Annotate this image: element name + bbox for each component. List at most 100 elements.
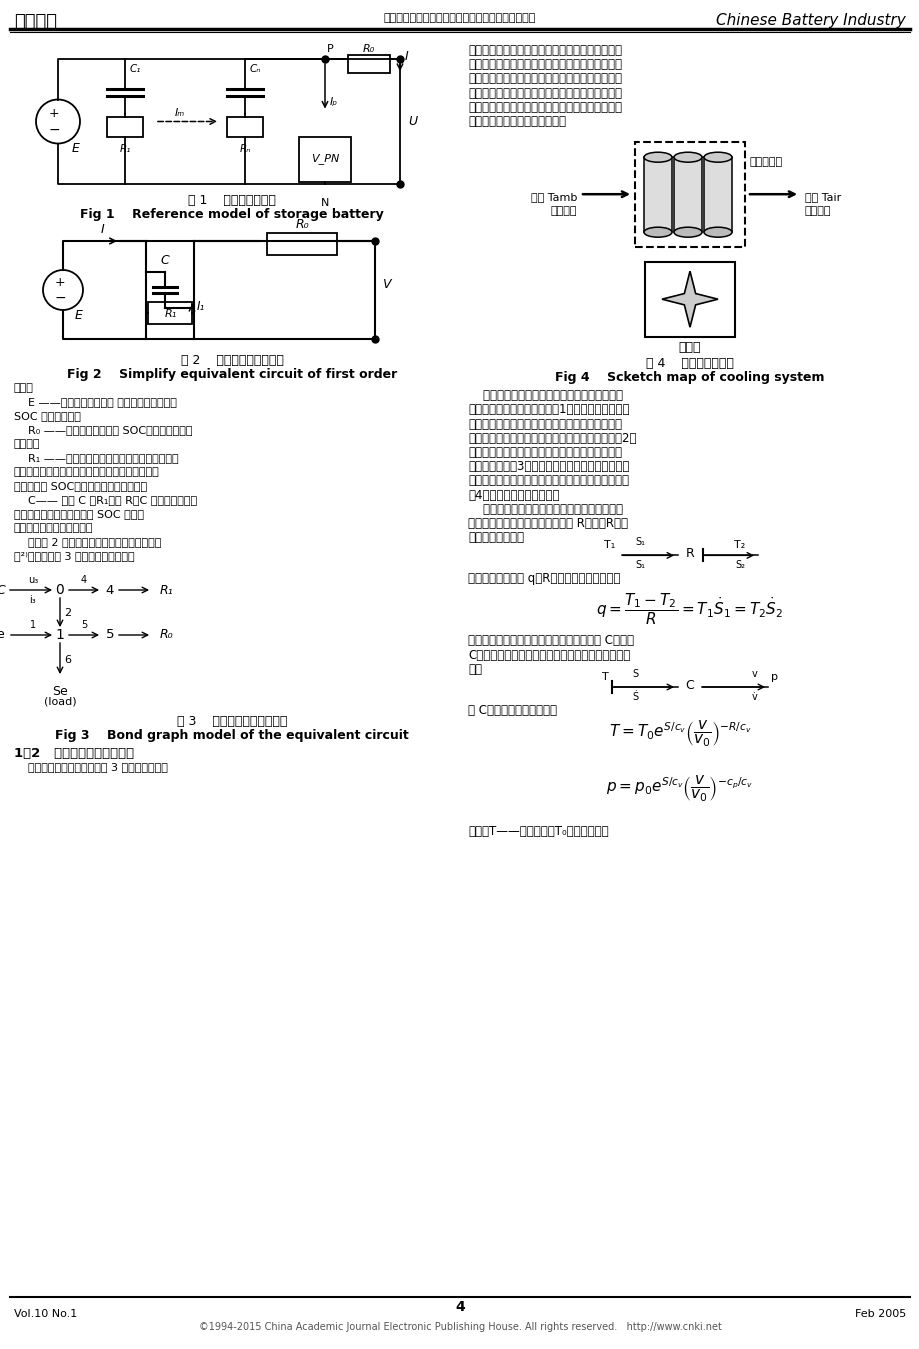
- Text: R₁: R₁: [160, 584, 174, 596]
- Text: Ṡ: Ṡ: [631, 692, 638, 701]
- Text: 6: 6: [64, 656, 71, 665]
- Text: i₃: i₃: [29, 595, 37, 604]
- Text: 作是与大气隔离的，与大气之间没有物质交换；（2）: 作是与大气隔离的，与大气之间没有物质交换；（2）: [468, 432, 636, 445]
- Text: E ——电池的电动势，即 电池的开路电压。与: E ——电池的电动势，即 电池的开路电压。与: [14, 397, 176, 407]
- Text: Vol.10 No.1: Vol.10 No.1: [14, 1309, 77, 1319]
- Text: 常用因果关系为：: 常用因果关系为：: [468, 532, 524, 544]
- Text: Fig 2    Simplify equivalent circuit of first order: Fig 2 Simplify equivalent circuit of fir…: [67, 368, 397, 380]
- Text: v̇: v̇: [752, 692, 757, 701]
- Text: V_PN: V_PN: [311, 154, 339, 165]
- Ellipse shape: [643, 227, 671, 237]
- Bar: [299, 136, 351, 182]
- Text: 2: 2: [64, 607, 71, 618]
- Text: p: p: [771, 672, 777, 683]
- Text: ©1994-2015 China Academic Journal Electronic Publishing House. All rights reserv: ©1994-2015 China Academic Journal Electr…: [199, 1322, 720, 1331]
- Text: S₁: S₁: [634, 537, 644, 548]
- Text: 0: 0: [55, 583, 64, 598]
- Text: 电池组外壳: 电池组外壳: [749, 158, 782, 167]
- Text: I: I: [404, 50, 408, 62]
- Text: $q=\dfrac{T_1-T_2}{R}=T_1\dot{S}_1=T_2\dot{S}_2$: $q=\dfrac{T_1-T_2}{R}=T_1\dot{S}_1=T_2\d…: [596, 591, 783, 627]
- Text: 4: 4: [81, 575, 87, 585]
- Text: N: N: [321, 198, 329, 208]
- Text: 1: 1: [30, 621, 36, 630]
- Text: C—— 电容 C 与R₁形成 R－C 回路，影响电池: C—— 电容 C 与R₁形成 R－C 回路，影响电池: [14, 495, 197, 505]
- Text: Iₘ: Iₘ: [175, 108, 185, 117]
- Text: （4）将空气看作理想气体。: （4）将空气看作理想气体。: [468, 488, 559, 502]
- Text: S₁: S₁: [634, 560, 644, 571]
- Text: 根据图 2 的电池等效模型，利用键合图法规: 根据图 2 的电池等效模型，利用键合图法规: [14, 537, 161, 546]
- Text: 5: 5: [81, 621, 87, 630]
- Bar: [148, 302, 192, 324]
- Bar: [643, 158, 671, 232]
- Text: Se: Se: [0, 629, 5, 642]
- Text: Fig 1    Reference model of storage battery: Fig 1 Reference model of storage battery: [80, 208, 383, 221]
- Text: I: I: [101, 223, 105, 236]
- Text: −: −: [48, 123, 60, 136]
- Text: C: C: [0, 584, 5, 596]
- Text: 为：: 为：: [468, 662, 482, 676]
- Bar: [703, 158, 732, 232]
- Text: Se: Se: [52, 685, 68, 697]
- Text: T: T: [601, 672, 607, 683]
- Text: 和受迫对流等效为热阻，周围空气的温度假设均匀；: 和受迫对流等效为热阻，周围空气的温度假设均匀；: [468, 475, 629, 487]
- Text: S: S: [631, 669, 638, 679]
- Text: R₀: R₀: [160, 629, 174, 642]
- Text: 1．2   冷却系统的键合图模型: 1．2 冷却系统的键合图模型: [14, 747, 134, 759]
- Text: C－场的四种因果关系都可用，其中具有因果关系的: C－场的四种因果关系都可用，其中具有因果关系的: [468, 649, 630, 661]
- Text: Chinese Battery Industry: Chinese Battery Industry: [716, 13, 905, 28]
- Text: 同温度的空气流的冷却。因此每格电池有相同的冷: 同温度的空气流的冷却。因此每格电池有相同的冷: [468, 58, 621, 71]
- Text: 图 1    蓄电池参考模型: 图 1 蓄电池参考模型: [187, 194, 276, 206]
- Text: 工况变化时的过渡过程。与 SOC 有关。: 工况变化时的过渡过程。与 SOC 有关。: [14, 509, 144, 519]
- Text: +: +: [54, 277, 65, 290]
- Text: 图 2    简化的一阶等效电路: 图 2 简化的一阶等效电路: [180, 353, 283, 367]
- Text: R: R: [685, 546, 694, 560]
- Text: 通过热阻的热流为 q，R－场的键合组成律为：: 通过热阻的热流为 q，R－场的键合组成律为：: [468, 572, 619, 585]
- Text: (load): (load): [43, 697, 76, 707]
- Text: SOC 和温度有关；: SOC 和温度有关；: [14, 411, 81, 421]
- Text: 图 3    等效电路的键合图模型: 图 3 等效电路的键合图模型: [176, 715, 287, 728]
- Ellipse shape: [703, 152, 732, 162]
- Text: 空气流出: 空气流出: [804, 206, 831, 216]
- Text: R₀: R₀: [362, 45, 375, 54]
- Text: Cₙ: Cₙ: [250, 63, 261, 74]
- Text: V: V: [381, 278, 390, 291]
- Bar: [107, 117, 142, 138]
- Text: 横截面: 横截面: [678, 341, 700, 355]
- Ellipse shape: [703, 227, 732, 237]
- Text: 周围空气近似等压膨胀对外作功，压强近似为一个: 周围空气近似等压膨胀对外作功，压强近似为一个: [468, 447, 621, 459]
- Text: $T=T_0e^{S/c_v}\left(\dfrac{v}{v_0}\right)^{-R/c_v}$: $T=T_0e^{S/c_v}\left(\dfrac{v}{v_0}\righ…: [607, 720, 751, 750]
- Text: Fig 4    Scketch map of cooling system: Fig 4 Scketch map of cooling system: [555, 371, 823, 384]
- Ellipse shape: [674, 227, 701, 237]
- Text: Rₙ: Rₙ: [239, 144, 250, 154]
- Text: T₁: T₁: [604, 541, 615, 550]
- Text: Fig 3    Bond graph model of the equivalent circuit: Fig 3 Bond graph model of the equivalent…: [55, 728, 408, 742]
- Text: E: E: [75, 309, 83, 322]
- Text: C: C: [685, 679, 694, 692]
- Text: 在热系统中，热阻对应键合图中的阻性元件，: 在热系统中，热阻对应键合图中的阻性元件，: [468, 503, 622, 515]
- Text: 是非稳态的。即温度场随时间和空间而变化，温度: 是非稳态的。即温度场随时间和空间而变化，温度: [468, 101, 621, 113]
- Text: R₁: R₁: [119, 144, 130, 154]
- Text: v: v: [752, 669, 757, 679]
- Text: −: −: [54, 291, 66, 305]
- Text: 其 C－场的键合组成律为：: 其 C－场的键合组成律为：: [468, 704, 556, 718]
- Text: Feb 2005: Feb 2005: [854, 1309, 905, 1319]
- Text: 以上参数均可由实验得到。: 以上参数均可由实验得到。: [14, 523, 94, 533]
- Bar: [227, 117, 263, 138]
- Ellipse shape: [643, 152, 671, 162]
- Text: +: +: [49, 107, 59, 120]
- Ellipse shape: [674, 152, 701, 162]
- Text: 学极化。与 SOC、温度和工作电流有关；: 学极化。与 SOC、温度和工作电流有关；: [14, 482, 147, 491]
- Bar: [644, 262, 734, 337]
- Text: 标准大气压；（3）将电池和周围空气之间的热传导: 标准大气压；（3）将电池和周围空气之间的热传导: [468, 460, 629, 473]
- Text: I₁: I₁: [197, 301, 205, 313]
- Text: R₁: R₁: [165, 309, 177, 318]
- Text: 却温度。文章仅对这种冷却方式建模。这种冷却系: 却温度。文章仅对这种冷却方式建模。这种冷却系: [468, 73, 621, 85]
- Text: R₀: R₀: [295, 219, 309, 231]
- Text: 4: 4: [455, 1300, 464, 1314]
- Text: 吸收（贮存）热量的物质对应容性元件，是 C－场。: 吸收（贮存）热量的物质对应容性元件，是 C－场。: [468, 634, 633, 648]
- Text: R₁ ——电池从放电开始，经过一定的过渡过程: R₁ ——电池从放电开始，经过一定的过渡过程: [14, 453, 178, 463]
- Text: U: U: [407, 115, 416, 128]
- Text: 其中，T——绝对温度，T₀为初始温度；: 其中，T——绝对温度，T₀为初始温度；: [468, 826, 608, 838]
- Text: 蓄电池的冷却系统常用如图 3 所示的平行气流: 蓄电池的冷却系统常用如图 3 所示的平行气流: [14, 762, 167, 772]
- Text: 图中：: 图中：: [14, 383, 34, 393]
